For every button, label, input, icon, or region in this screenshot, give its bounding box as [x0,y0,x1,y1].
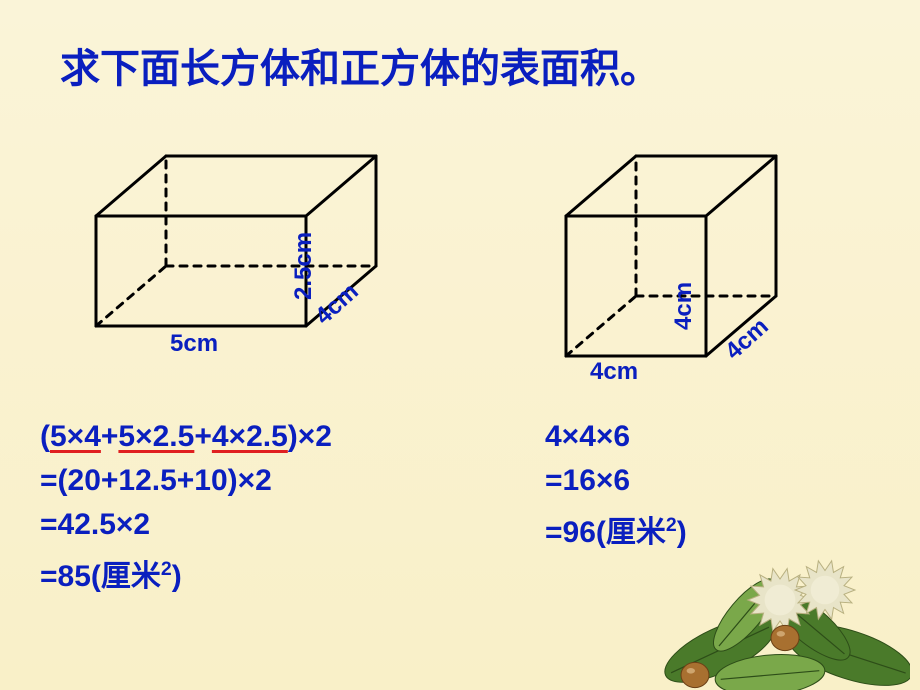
calc-line-2: =(20+12.5+10)×2 [40,459,332,503]
result-b: ) [172,560,182,593]
cuboid-height-label: 2.5cm [290,232,318,300]
plus-2: + [194,420,212,453]
calc-line-3: =42.5×2 [40,503,332,547]
term-2: 5×2.5 [118,420,194,453]
result-a: =85(厘米 [40,560,161,593]
paren-open: ( [40,420,50,453]
cube-height-label: 4cm [670,282,698,330]
page-title: 求下面长方体和正方体的表面积。 [60,36,660,94]
cube-length-label: 4cm [590,358,638,386]
paren-close: )×2 [288,420,332,453]
calc-line-4: =85(厘米2) [40,547,332,599]
term-3: 4×2.5 [212,420,288,453]
plus-1: + [101,420,119,453]
calc-line-2: =16×6 [545,459,687,503]
cuboid-length-label: 5cm [170,330,218,358]
result-sup: 2 [161,558,172,580]
calc-line-1: (5×4+5×2.5+4×2.5)×2 [40,415,332,459]
cuboid-calculation: (5×4+5×2.5+4×2.5)×2 =(20+12.5+10)×2 =42.… [40,415,332,599]
term-1: 5×4 [50,420,101,453]
calc-line-1: 4×4×6 [545,415,687,459]
result-a: =96(厘米 [545,516,666,549]
chestnut-decoration-icon [650,530,910,690]
